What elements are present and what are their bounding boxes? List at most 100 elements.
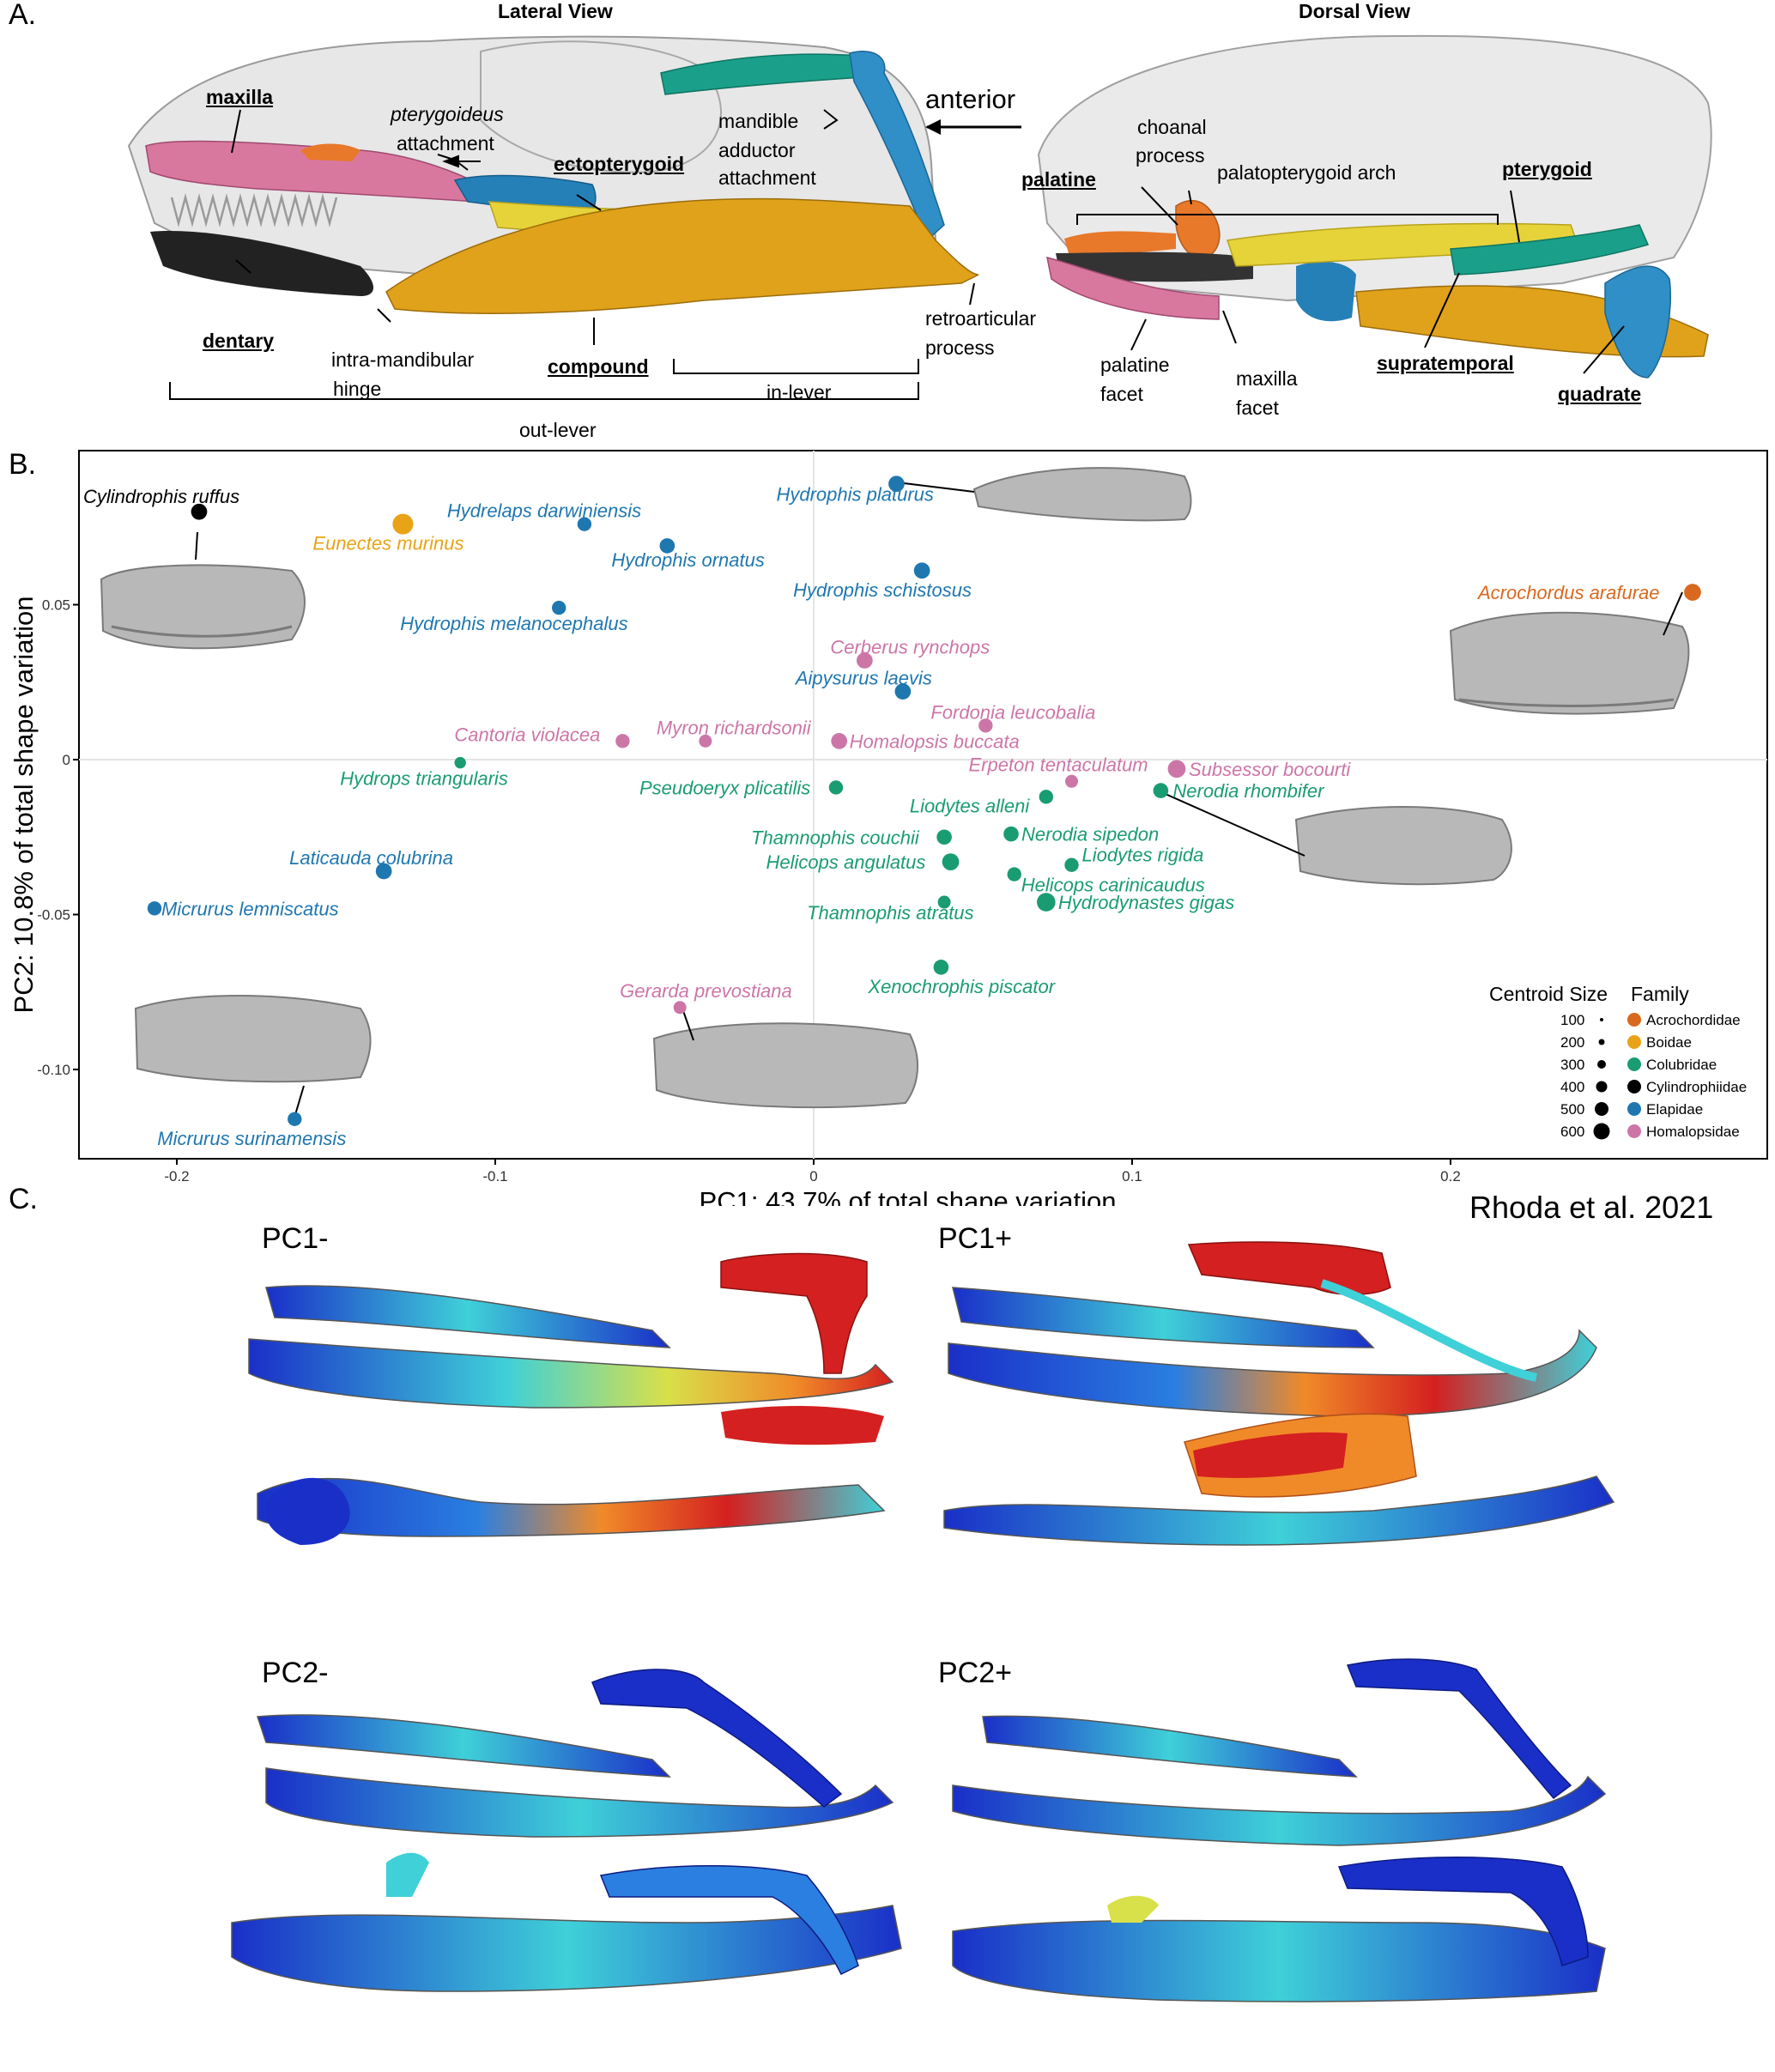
label-palatine-facet-1: palatine	[1100, 354, 1170, 376]
citation-credit: Rhoda et al. 2021	[1469, 1190, 1714, 1225]
y-tick-label: 0	[63, 752, 70, 768]
compound-bone	[385, 197, 979, 314]
point-label-laticauda-colubrina: Laticauda colubrina	[289, 847, 453, 869]
point-label-subsessor-bocourti: Subsessor bocourti	[1189, 759, 1351, 780]
point-label-hydrophis-ornatus: Hydrophis ornatus	[611, 549, 765, 571]
point-label-hydrophis-schistosus: Hydrophis schistosus	[793, 579, 972, 601]
label-out-lever: out-lever	[519, 419, 597, 441]
label-maxilla: maxilla	[206, 86, 273, 108]
label-choanal-process: process	[1136, 144, 1205, 167]
panel-b-label: B.	[9, 448, 37, 481]
x-axis-label: PC1: 43 7% of total shape variation	[700, 1186, 1117, 1206]
label-quadrate: quadrate	[1558, 383, 1642, 405]
point-label-thamnophis-couchii: Thamnophis couchii	[751, 827, 920, 848]
dorsal-ectopterygoid	[1296, 261, 1356, 322]
skull-thumbnail-nerodia	[1294, 806, 1512, 886]
point-liodytes-rigida	[1064, 857, 1079, 872]
y-tick-label: 0.05	[42, 597, 70, 614]
point-label-liodytes-rigida: Liodytes rigida	[1082, 845, 1204, 866]
label-process: process	[925, 336, 995, 359]
point-subsessor-bocourti	[1167, 760, 1186, 779]
legend-family-label: Cylindrophiidae	[1646, 1079, 1747, 1095]
legend-size-label: 500	[1560, 1101, 1584, 1118]
point-erpeton-tentaculatum	[1065, 774, 1079, 788]
lateral-view-title: Lateral View	[498, 0, 613, 22]
pc1-plus-label: PC1+	[938, 1222, 1012, 1255]
y-axis-label: PC2: 10.8% of total shape variation	[9, 597, 39, 1014]
point-label-erpeton-tentaculatum: Erpeton tentaculatum	[969, 754, 1148, 775]
point-myron-richardsonii	[699, 734, 712, 748]
point-label-hydrops-triangularis: Hydrops triangularis	[340, 768, 508, 790]
legend-size-dot	[1600, 1018, 1603, 1021]
dorsal-view-title: Dorsal View	[1299, 0, 1410, 22]
lateral-skull-drawing	[127, 35, 979, 400]
label-adductor: adductor	[718, 139, 796, 161]
label-maxilla-facet-2: facet	[1236, 397, 1279, 419]
point-label-cantoria-violacea: Cantoria violacea	[454, 724, 600, 745]
dentary-bone	[150, 231, 373, 296]
dorsal-skull-drawing	[1037, 34, 1712, 379]
dorsal-palatine	[1064, 231, 1176, 256]
point-homalopsis-buccata	[831, 732, 848, 749]
label-palatine: palatine	[1021, 168, 1096, 191]
legend-family-label: Homalopsidae	[1646, 1124, 1740, 1140]
pc2-plus-label: PC2+	[938, 1657, 1012, 1689]
dorsal-supratemporal	[1450, 224, 1650, 276]
label-palatopterygoid-arch: palatopterygoid arch	[1217, 161, 1396, 184]
legend-family-label: Boidae	[1646, 1034, 1692, 1051]
label-pterygoideus-attachment: attachment	[397, 132, 494, 154]
skull-thumbnail-micrurus	[134, 995, 372, 1083]
label-palatine-facet-2: facet	[1100, 383, 1143, 405]
pc2-plus-lateral	[952, 1658, 1607, 1846]
point-cantoria-violacea	[615, 734, 630, 748]
point-eunectes-murinus	[392, 513, 414, 535]
pca-scatter-plot: Cylindrophis ruffus Eunectes murinus Hydre…	[9, 450, 1768, 1206]
label-pterygoideus: pterygoideus	[391, 103, 504, 125]
point-hydrelaps-darwiniensis	[577, 517, 592, 531]
x-tick-label: 0.2	[1440, 1168, 1461, 1184]
lower-teeth	[170, 193, 338, 227]
pc1-minus-dorsal	[257, 1406, 886, 1545]
legend-size-label: 300	[1560, 1057, 1584, 1073]
point-helicops-carinicaudus	[1007, 867, 1021, 882]
point-helicops-angulatus	[942, 853, 960, 871]
legend-size-label: 600	[1560, 1124, 1584, 1140]
point-label-micrurus-surinamensis: Micrurus surinamensis	[157, 1128, 346, 1149]
point-thamnophis-atratus	[937, 895, 951, 909]
point-label-hydrodynastes-gigas: Hydrodynastes gigas	[1058, 892, 1234, 913]
point-label-nerodia-sipedon: Nerodia sipedon	[1021, 824, 1159, 845]
point-label-acrochordus-arafurae: Acrochordus arafurae	[1476, 582, 1660, 603]
pc1-minus-lateral	[248, 1252, 894, 1409]
point-aipysurus-laevis	[894, 683, 912, 700]
point-label-thamnophis-atratus: Thamnophis atratus	[807, 902, 973, 924]
point-gerarda-prevostiana	[673, 1001, 687, 1015]
label-adductor-attachment: attachment	[718, 167, 816, 189]
label-pterygoid: pterygoid	[1502, 158, 1592, 180]
legend-family-swatch	[1627, 1057, 1641, 1071]
panel-a-label: A.	[9, 0, 37, 31]
point-laticauda-colubrina	[375, 863, 392, 880]
x-tick-label: 0.1	[1122, 1168, 1142, 1184]
point-label-pseudoeryx-plicatilis: Pseudoeryx plicatilis	[639, 777, 810, 798]
point-label-cerberus-rynchops: Cerberus rynchops	[830, 636, 990, 657]
point-thamnophis-couchii	[936, 829, 952, 845]
point-label-fordonia-leucobalia: Fordonia leucobalia	[930, 701, 1095, 723]
legend-size-dot	[1595, 1102, 1608, 1116]
heatmap-skull-renders	[231, 1241, 1615, 2002]
label-mandible: mandible	[718, 110, 799, 132]
point-hydrophis-ornatus	[659, 538, 675, 554]
label-intra-mandibular: intra-mandibular	[331, 348, 475, 371]
point-pseudoeryx-plicatilis	[828, 780, 844, 795]
legend-family-label: Acrochordidae	[1646, 1012, 1741, 1028]
label-dentary: dentary	[203, 330, 275, 352]
legend-size-title: Centroid Size	[1489, 983, 1608, 1005]
label-ectopterygoid: ectopterygoid	[554, 153, 685, 175]
point-label-hydrelaps-darwiniensis: Hydrelaps darwiniensis	[447, 500, 641, 522]
legend-family-title: Family	[1631, 983, 1689, 1005]
point-label-myron-richardsonii: Myron richardsonii	[657, 717, 812, 738]
label-retroarticular: retroarticular	[925, 307, 1037, 330]
label-choanal: choanal	[1137, 116, 1207, 138]
pc2-minus-label: PC2-	[262, 1657, 329, 1689]
legend-size-dot	[1596, 1081, 1608, 1093]
point-hydrophis-schistosus	[913, 562, 930, 579]
